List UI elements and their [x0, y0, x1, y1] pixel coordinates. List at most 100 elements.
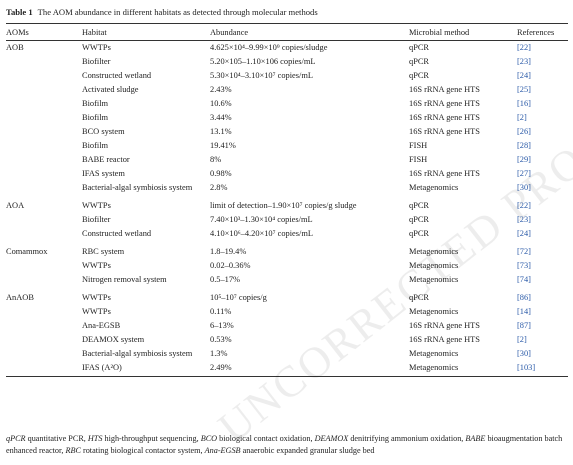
- table-row: Ana-EGSB 6–13% 16S rRNA gene HTS [87]: [6, 320, 568, 334]
- method-cell: FISH: [409, 140, 428, 150]
- aom-cell: [6, 97, 82, 111]
- reference-cell: [22]: [517, 42, 531, 52]
- table-row: Biofilm 3.44% 16S rRNA gene HTS [2]: [6, 111, 568, 125]
- habitat-cell: WWTPs: [82, 42, 111, 52]
- aom-cell: [6, 273, 82, 287]
- method-cell: Metagenomics: [409, 349, 459, 359]
- abbreviation: DEAMOX: [314, 434, 349, 443]
- footnote-entry: HTS high-throughput sequencing,: [88, 434, 199, 443]
- method-cell: 16S rRNA gene HTS: [409, 168, 480, 178]
- reference-cell: [14]: [517, 307, 531, 317]
- aom-cell: [6, 181, 82, 195]
- meaning: quantitative PCR,: [27, 434, 86, 443]
- abbreviation: HTS: [87, 434, 103, 443]
- reference-cell: [29]: [517, 154, 531, 164]
- habitat-cell: IFAS (A²O): [82, 363, 122, 373]
- reference-cell: [16]: [517, 98, 531, 108]
- abundance-cell: 10⁵–10⁷ copies/g: [210, 293, 267, 303]
- abundance-cell: 4.10×10⁶–4.20×10⁷ copies/mL: [210, 229, 313, 238]
- footnote: qPCR quantitative PCR, HTS high-throughp…: [6, 433, 568, 456]
- table-row: Bacterial-algal symbiosis system 2.8% Meta…: [6, 181, 568, 195]
- method-cell: Metagenomics: [409, 307, 459, 317]
- reference-cell: [87]: [517, 321, 531, 331]
- abundance-cell: 7.40×10³–1.30×10⁴ copies/mL: [210, 215, 313, 224]
- habitat-cell: Bacterial-algal symbiosis system: [82, 349, 193, 359]
- reference-cell: [23]: [517, 215, 531, 224]
- table-row: WWTPs 0.11% Metagenomics [14]: [6, 306, 568, 320]
- table-row: Constructed wetland 4.10×10⁶–4.20×10⁷ cop…: [6, 227, 568, 241]
- habitat-cell: WWTPs: [82, 201, 111, 210]
- habitat-cell: Ana-EGSB: [82, 321, 121, 331]
- abundance-cell: 1.3%: [210, 349, 228, 359]
- reference-cell: [30]: [517, 349, 531, 359]
- table-title: Table 1 The AOM abundance in different ha…: [6, 7, 318, 17]
- table-row: BCO system 13.1% 16S rRNA gene HTS [26]: [6, 125, 568, 139]
- method-cell: Metagenomics: [409, 275, 459, 285]
- table-row: Activated sludge 2.43% 16S rRNA gene HTS [2…: [6, 83, 568, 97]
- table-row: Bacterial-algal symbiosis system 1.3% Meta…: [6, 348, 568, 362]
- aom-cell: Comammox: [6, 247, 48, 257]
- footnote-entry: qPCR quantitative PCR,: [6, 434, 86, 443]
- aom-cell: [6, 167, 82, 181]
- header-cell: Abundance: [210, 23, 409, 41]
- aom-cell: [6, 83, 82, 97]
- reference-cell: [2]: [517, 112, 527, 122]
- method-cell: qPCR: [409, 42, 430, 52]
- footnote-entry: DEAMOX denitrifying ammonium oxidation,: [315, 434, 464, 443]
- aom-cell: AOB: [6, 42, 24, 52]
- abundance-cell: 8%: [210, 154, 222, 164]
- habitat-cell: Constructed wetland: [82, 229, 152, 238]
- habitat-cell: WWTPs: [82, 307, 111, 317]
- abbreviation: Ana-EGSB: [204, 445, 241, 455]
- method-cell: FISH: [409, 154, 428, 164]
- meaning: bioaugmentation batch enhanced reactor,: [6, 434, 563, 455]
- abbreviation: BCO: [200, 434, 218, 443]
- header-row: AOMs Habitat Abundance Microbial method Refe…: [6, 23, 568, 41]
- abundance-cell: 2.8%: [210, 182, 228, 192]
- reference-cell: [72]: [517, 247, 531, 257]
- meaning: biological contact oxidation,: [219, 434, 313, 443]
- aom-cell: [6, 69, 82, 83]
- header-cell: AOMs: [6, 23, 82, 41]
- habitat-cell: RBC system: [82, 247, 125, 257]
- meaning: anaerobic expanded granular sludge bed: [242, 445, 375, 455]
- habitat-cell: Biofilm: [82, 98, 109, 108]
- table-row: BABE reactor 8% FISH [29]: [6, 153, 568, 167]
- table-row: Comammox RBC system 1.8–19.4% Metagenomics […: [6, 241, 568, 259]
- table-row: Biofilm 19.41% FISH [28]: [6, 139, 568, 153]
- aom-cell: [6, 213, 82, 227]
- footnote-entry: Ana-EGSB anaerobic expanded granular slu…: [205, 446, 375, 455]
- abundance-cell: 10.6%: [210, 98, 232, 108]
- habitat-cell: WWTPs: [82, 261, 111, 271]
- table-row: Biofilter 7.40×10³–1.30×10⁴ copies/mL qPCR…: [6, 213, 568, 227]
- aom-cell: [6, 139, 82, 153]
- table-row: DEAMOX system 0.53% 16S rRNA gene HTS [2]: [6, 334, 568, 348]
- aom-cell: [6, 320, 82, 334]
- method-cell: 16S rRNA gene HTS: [409, 112, 480, 122]
- abundance-cell: 0.11%: [210, 307, 232, 317]
- habitat-cell: Biofilm: [82, 112, 109, 122]
- habitat-cell: WWTPs: [82, 293, 111, 303]
- reference-cell: [73]: [517, 261, 531, 271]
- reference-cell: [2]: [517, 335, 527, 345]
- habitat-cell: Bacterial-algal symbiosis system: [82, 182, 193, 192]
- table-row: AOA WWTPs limit of detection–1.90×10⁷ copi…: [6, 195, 568, 213]
- habitat-cell: Constructed wetland: [82, 70, 152, 80]
- aom-cell: [6, 334, 82, 348]
- abundance-cell: 13.1%: [210, 126, 232, 136]
- reference-cell: [27]: [517, 168, 531, 178]
- header-cell: Microbial method: [409, 23, 517, 41]
- table: AOMs Habitat Abundance Microbial method Refe…: [6, 23, 568, 377]
- abbreviation: BABE: [465, 434, 486, 443]
- table-caption: The AOM abundance in different habitats …: [37, 7, 318, 17]
- habitat-cell: Nitrogen removal system: [82, 275, 167, 285]
- abundance-cell: 0.53%: [210, 335, 232, 345]
- reference-cell: [24]: [517, 229, 531, 238]
- abbreviation: RBC: [65, 445, 81, 455]
- reference-cell: [22]: [517, 201, 531, 210]
- method-cell: Metagenomics: [409, 247, 459, 257]
- habitat-cell: IFAS system: [82, 168, 125, 178]
- reference-cell: [25]: [517, 84, 531, 94]
- method-cell: qPCR: [409, 215, 430, 224]
- method-cell: Metagenomics: [409, 182, 459, 192]
